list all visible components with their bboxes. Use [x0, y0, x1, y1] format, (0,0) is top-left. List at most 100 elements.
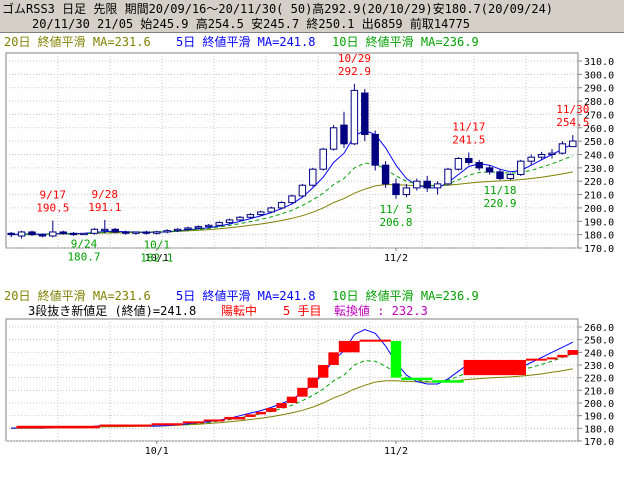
top-ytick-label: 230.0	[584, 164, 614, 175]
candle-body	[537, 154, 546, 158]
top-xtick-label: 10/1	[145, 253, 169, 264]
candle-body	[371, 133, 379, 166]
candle-body	[319, 148, 327, 170]
annotation-value: 241.5	[452, 133, 485, 146]
candle-body	[506, 174, 515, 180]
new-price-brick	[557, 354, 568, 358]
new-price-brick	[182, 421, 204, 424]
candle-body	[246, 214, 255, 218]
candle-body	[153, 231, 161, 234]
bottom-ma-line-0	[11, 368, 573, 429]
new-price-brick	[16, 425, 100, 429]
annotation-value: 292.9	[338, 65, 371, 78]
break-count: 5 手目	[283, 304, 321, 318]
candle-body	[80, 232, 88, 236]
candle-body	[558, 143, 567, 154]
top-ytick-label: 170.0	[584, 244, 614, 255]
candle-body	[173, 228, 182, 232]
new-price-brick	[224, 416, 246, 420]
legend-ma5-bottom: 5日 終値平滑 MA=241.8	[176, 288, 315, 303]
ma-line-1	[11, 129, 574, 236]
chart-header: ゴムRSS3 日足 先限 期間20/09/16～20/11/30( 50)高29…	[0, 0, 624, 33]
candle-body	[402, 187, 411, 196]
new-price-brick	[567, 350, 578, 355]
header-line-2: 20/11/30 21/05 始245.9 高254.5 安245.7 終250…	[32, 17, 471, 31]
bottom-ytick-label: 220.0	[584, 374, 614, 385]
new-price-brick	[297, 387, 308, 397]
top-ytick-label: 290.0	[584, 84, 614, 95]
new-price-brick	[526, 358, 547, 361]
candle-body	[350, 89, 359, 145]
candle-body	[163, 230, 171, 233]
candle-body	[298, 184, 307, 197]
candle-body	[340, 124, 348, 145]
annotation-date: 11/30	[556, 103, 589, 116]
annotation-value: 206.8	[379, 216, 412, 229]
candle-body	[59, 231, 67, 234]
candle-body	[101, 228, 109, 232]
candle-body	[111, 228, 119, 233]
candle-body	[288, 195, 296, 204]
annotation-value: 190.5	[36, 202, 69, 215]
candle-body	[423, 180, 431, 189]
bottom-xtick-label: 10/1	[145, 446, 169, 457]
break-line-value: 3段抜き新値足 (終値)=241.8	[28, 303, 196, 318]
top-ytick-label: 300.0	[584, 70, 614, 81]
new-price-brick	[286, 396, 298, 403]
top-ytick-label: 250.0	[584, 137, 614, 148]
candle-body	[205, 224, 213, 228]
annotation-date: 9/24	[71, 238, 98, 251]
legends: 20日 終値平滑 MA=231.6 5日 終値平滑 MA=241.8 10日 終…	[4, 34, 479, 318]
bottom-ytick-label: 210.0	[584, 386, 614, 397]
candle-body	[496, 171, 504, 180]
candle-body	[236, 216, 244, 221]
candle-body	[28, 231, 36, 236]
top-xtick-label: 11/2	[384, 253, 408, 264]
bottom-ytick-label: 260.0	[584, 323, 614, 334]
annotation-date: 10/1	[144, 239, 171, 252]
candlestick-chart: 310.0 300.0 290.0 280.0 270.0 260.0 250.0 240.0…	[5, 52, 614, 265]
candle-body	[49, 231, 57, 237]
candle-body	[90, 228, 99, 234]
candle-body	[309, 168, 317, 186]
chart-svg: 310.0300.0290.0280.0270.0260.0250.0240.0…	[4, 34, 614, 457]
new-price-brick	[266, 408, 277, 412]
new-price-brick	[318, 365, 329, 378]
candle-body	[267, 207, 275, 213]
chart-panel: 310.0 300.0 290.0 280.0 270.0 260.0 250.0 240.0…	[0, 33, 624, 473]
bottom-ytick-label: 250.0	[584, 336, 614, 347]
candle-body	[7, 232, 15, 236]
candle-body	[184, 227, 192, 230]
new-price-brick	[245, 414, 256, 417]
new-price-brick	[463, 359, 526, 376]
candle-body	[194, 226, 203, 229]
candle-body	[527, 156, 535, 162]
new-price-brick	[401, 377, 433, 381]
top-ytick-label: 270.0	[584, 110, 614, 121]
candle-body	[361, 92, 369, 135]
top-ytick-label: 200.0	[584, 204, 614, 215]
top-ytick-label: 260.0	[584, 124, 614, 135]
new-price-brick	[546, 357, 558, 360]
candle-body	[381, 164, 390, 185]
candle-body	[257, 211, 265, 216]
top-ytick-label: 240.0	[584, 151, 614, 162]
candle-body	[69, 232, 78, 236]
top-ytick-label: 180.0	[584, 231, 614, 242]
legend-ma10-bottom: 10日 終値平滑 MA=236.9	[332, 288, 479, 303]
candle-body	[17, 231, 26, 237]
annotation-value: 182.1	[140, 252, 173, 265]
new-price-brick	[328, 352, 339, 365]
annotation-value: 180.7	[67, 251, 100, 264]
bottom-ytick-label: 230.0	[584, 361, 614, 372]
new-price-brick	[359, 339, 391, 342]
candle-body	[548, 152, 556, 155]
candle-body	[413, 180, 421, 189]
candle-body	[215, 222, 223, 226]
new-price-brick	[432, 380, 464, 383]
candle-body	[132, 231, 140, 234]
candle-body	[142, 231, 151, 234]
bottom-ytick-label: 240.0	[584, 348, 614, 359]
bottom-ytick-label: 190.0	[584, 412, 614, 423]
